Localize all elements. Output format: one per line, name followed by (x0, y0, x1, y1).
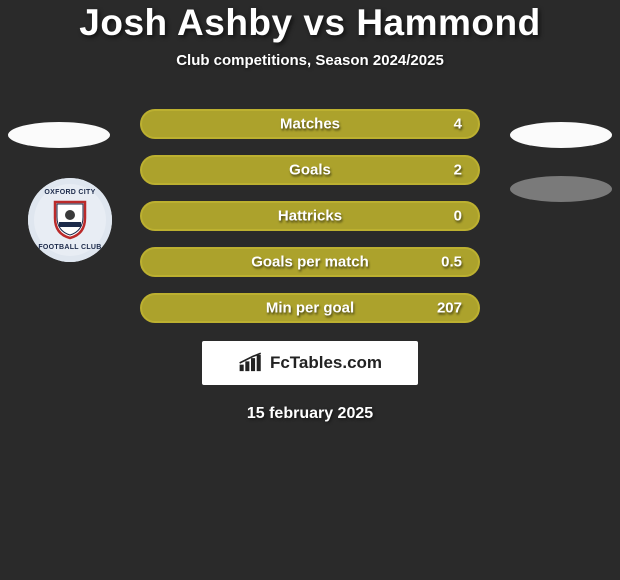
left-ellipse (8, 122, 110, 148)
stat-bars: Matches4Goals2Hattricks0Goals per match0… (140, 109, 480, 323)
stat-label: Min per goal (142, 300, 478, 317)
stat-label: Goals (142, 162, 478, 179)
brand-text: FcTables.com (270, 353, 382, 373)
brand-badge[interactable]: FcTables.com (202, 341, 418, 385)
right-ellipse-top (510, 122, 612, 148)
stat-value: 4 (454, 116, 462, 133)
club-badge: OXFORD CITY FOOTBALL CLUB (28, 178, 112, 262)
badge-text-top: OXFORD CITY (34, 189, 106, 196)
stat-value: 207 (437, 300, 462, 317)
stat-value: 0.5 (441, 254, 462, 271)
page-title: Josh Ashby vs Hammond (0, 2, 620, 44)
stat-bar: Goals2 (140, 155, 480, 185)
right-ellipse-mid (510, 176, 612, 202)
stat-bar: Matches4 (140, 109, 480, 139)
stat-label: Goals per match (142, 254, 478, 271)
stat-value: 2 (454, 162, 462, 179)
shield-icon (51, 200, 89, 240)
stat-label: Matches (142, 116, 478, 133)
date-text: 15 february 2025 (0, 405, 620, 423)
stat-bar: Goals per match0.5 (140, 247, 480, 277)
subtitle: Club competitions, Season 2024/2025 (0, 52, 620, 69)
stat-bar: Hattricks0 (140, 201, 480, 231)
stat-value: 0 (454, 208, 462, 225)
badge-text-bottom: FOOTBALL CLUB (34, 244, 106, 251)
stat-label: Hattricks (142, 208, 478, 225)
bars-icon (238, 352, 264, 374)
stat-bar: Min per goal207 (140, 293, 480, 323)
